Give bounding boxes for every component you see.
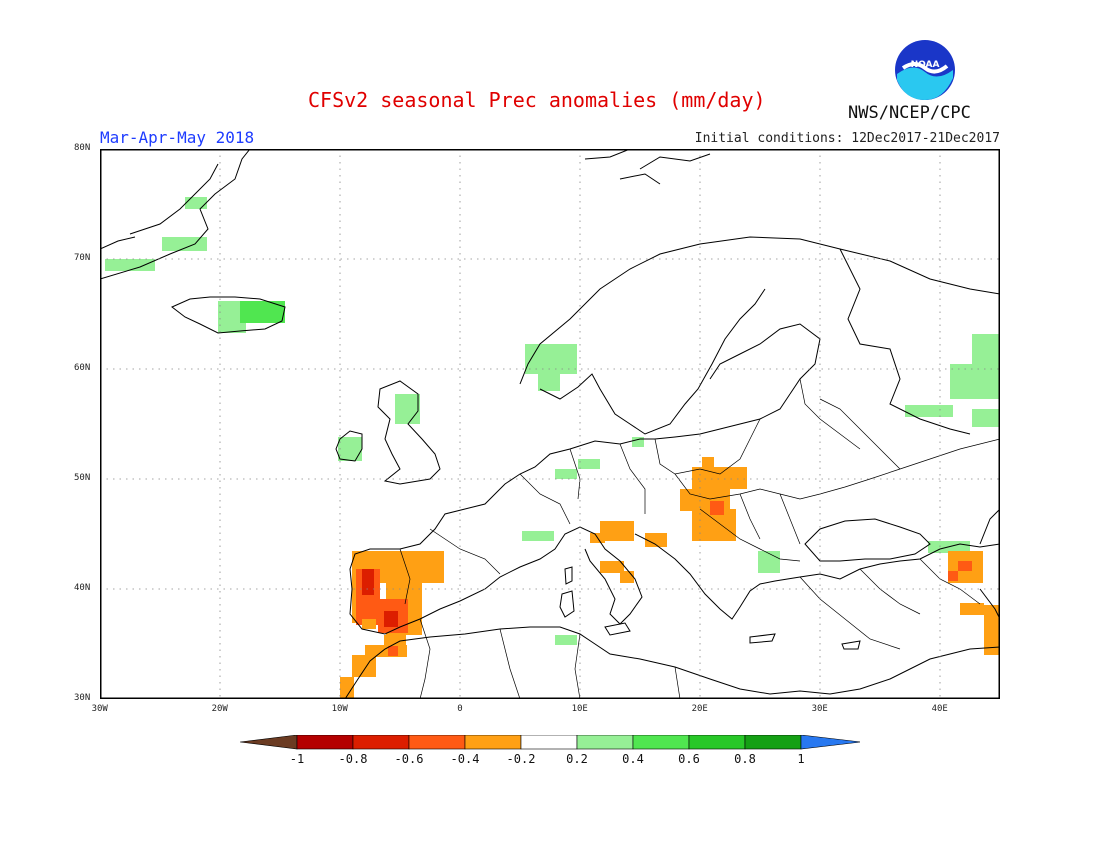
x-tick-label: 30W bbox=[91, 704, 108, 714]
country-borders bbox=[399, 378, 1000, 699]
noaa-logo-icon: NOAA bbox=[895, 40, 955, 100]
initial-conditions-label: Initial conditions: 12Dec2017-21Dec2017 bbox=[694, 131, 1000, 146]
colorbar-swatch bbox=[408, 735, 466, 750]
y-tick-label: 50N bbox=[74, 473, 91, 483]
y-tick-label: 70N bbox=[74, 253, 91, 263]
colorbar-swatch bbox=[744, 735, 802, 750]
map-gridlines bbox=[100, 149, 1000, 699]
anomaly-map bbox=[100, 149, 1000, 699]
colorbar-high-arrow bbox=[800, 735, 860, 750]
colorbar-labels: -1 -0.8 -0.6 -0.4 -0.2 0.2 0.4 0.6 0.8 1 bbox=[290, 752, 805, 766]
colorbar-label: -0.4 bbox=[451, 752, 480, 766]
colorbar-label: -0.8 bbox=[339, 752, 368, 766]
colorbar-swatch bbox=[632, 735, 690, 750]
colorbar-low-arrow bbox=[240, 735, 298, 750]
x-tick-label: 40E bbox=[931, 704, 948, 714]
agency-label: NWS/NCEP/CPC bbox=[848, 103, 971, 123]
x-tick-label: 30E bbox=[811, 704, 828, 714]
map-border bbox=[100, 149, 1000, 699]
x-tick-label: 20W bbox=[211, 704, 228, 714]
colorbar-swatch bbox=[352, 735, 410, 750]
negative-anomaly-cells bbox=[340, 457, 1000, 699]
colorbar-label: -0.6 bbox=[395, 752, 424, 766]
colorbar-label: -1 bbox=[290, 752, 304, 766]
coastlines bbox=[100, 149, 1000, 699]
colorbar: -1 -0.8 -0.6 -0.4 -0.2 0.2 0.4 0.6 0.8 1 bbox=[240, 735, 860, 766]
x-tick-label: 20E bbox=[691, 704, 708, 714]
colorbar-swatch bbox=[576, 735, 634, 750]
season-label: Mar-Apr-May 2018 bbox=[100, 128, 255, 147]
y-tick-label: 80N bbox=[74, 143, 91, 153]
x-tick-label: 0 bbox=[457, 704, 463, 714]
colorbar-label: 0.4 bbox=[622, 752, 644, 766]
colorbar-label: 0.2 bbox=[566, 752, 588, 766]
colorbar-swatch bbox=[520, 735, 578, 750]
colorbar-label: 0.8 bbox=[734, 752, 756, 766]
colorbar-label: -0.2 bbox=[507, 752, 536, 766]
chart-title-text: CFSv2 seasonal Prec anomalies (mm/day) bbox=[308, 88, 766, 112]
y-tick-label: 60N bbox=[74, 363, 91, 373]
logo-text: NOAA bbox=[911, 60, 940, 70]
x-tick-label: 10E bbox=[571, 704, 588, 714]
y-tick-label: 30N bbox=[74, 693, 91, 703]
colorbar-swatch bbox=[296, 735, 354, 750]
colorbar-label: 0.6 bbox=[678, 752, 700, 766]
y-tick-label: 40N bbox=[74, 583, 91, 593]
x-tick-label: 10W bbox=[331, 704, 348, 714]
colorbar-swatches bbox=[240, 735, 860, 750]
colorbar-swatch bbox=[688, 735, 746, 750]
colorbar-label: 1 bbox=[797, 752, 804, 766]
colorbar-swatch bbox=[464, 735, 522, 750]
